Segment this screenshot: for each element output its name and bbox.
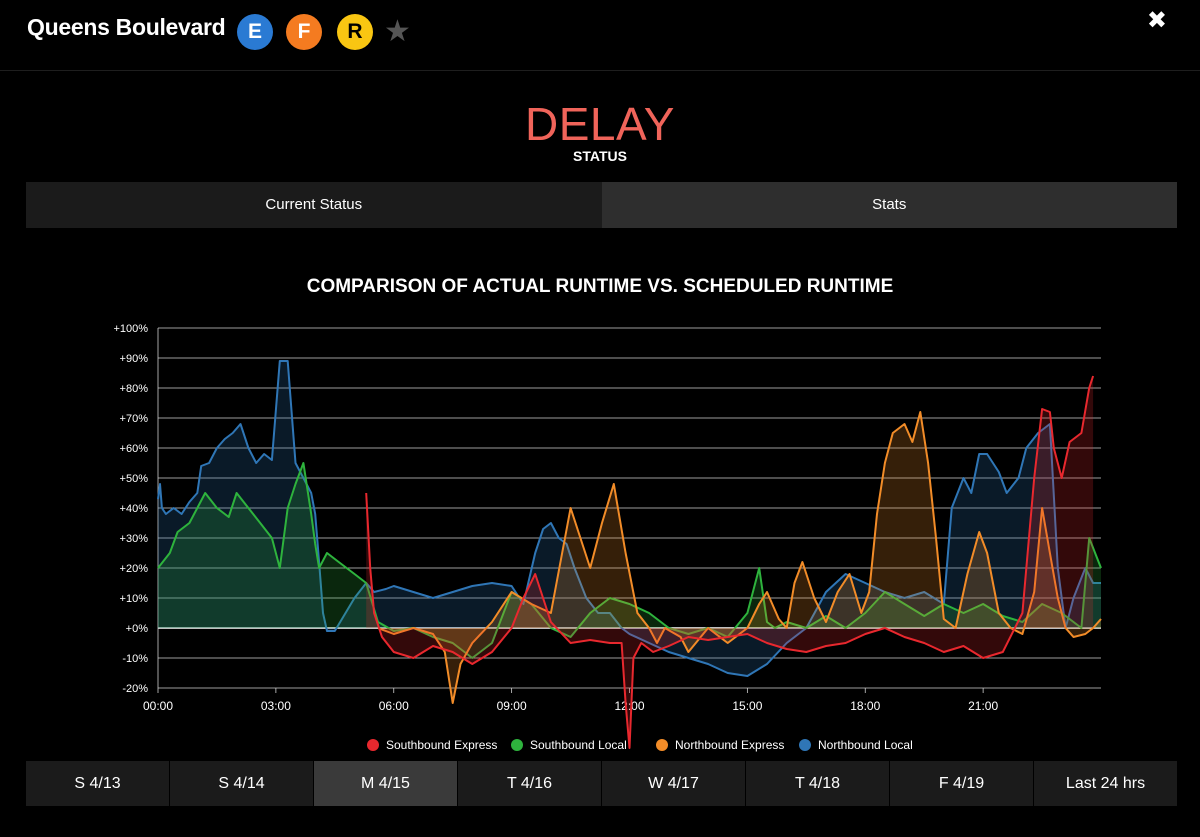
x-tick-label: 06:00	[379, 699, 409, 713]
route-r-badge[interactable]: R	[337, 14, 373, 50]
x-tick-label: 00:00	[143, 699, 173, 713]
x-tick-label: 03:00	[261, 699, 291, 713]
y-tick-label: +50%	[120, 473, 149, 485]
date-tab-last-24-hrs[interactable]: Last 24 hrs	[1034, 761, 1177, 806]
y-tick-label: +70%	[120, 413, 149, 425]
y-tick-label: +30%	[120, 533, 149, 545]
x-tick-label: 09:00	[497, 699, 527, 713]
x-tick-label: 21:00	[968, 699, 998, 713]
tab-current-status[interactable]: Current Status	[26, 182, 602, 228]
northbound-express-legend-label: Northbound Express	[675, 738, 784, 752]
y-tick-label: +60%	[120, 443, 149, 455]
close-icon[interactable]: ✖	[1146, 7, 1167, 34]
route-e-badge[interactable]: E	[237, 14, 273, 50]
y-tick-label: +100%	[113, 323, 148, 335]
header-bar: Queens Boulevard E F R ★ ✖	[0, 0, 1200, 71]
y-tick-label: +0%	[126, 623, 149, 635]
southbound-express-legend-label: Southbound Express	[386, 738, 497, 752]
date-tab-fri-4-19[interactable]: F 4/19	[890, 761, 1034, 806]
date-tab-wed-4-17[interactable]: W 4/17	[602, 761, 746, 806]
y-tick-label: +40%	[120, 503, 149, 515]
date-tab-sun-4-14[interactable]: S 4/14	[170, 761, 314, 806]
status-value: DELAY	[525, 98, 675, 150]
runtime-chart: COMPARISON OF ACTUAL RUNTIME VS. SCHEDUL…	[113, 276, 1102, 752]
date-tabs: S 4/13 S 4/14 M 4/15 T 4/16 W 4/17 T 4/1…	[26, 761, 1177, 806]
x-tick-label: 15:00	[732, 699, 762, 713]
northbound-express-legend-dot	[656, 739, 668, 751]
x-tick-label: 18:00	[850, 699, 880, 713]
y-tick-label: +90%	[120, 353, 149, 365]
northbound-local-line	[157, 360, 1101, 677]
date-tab-mon-4-15[interactable]: M 4/15	[314, 761, 458, 806]
southbound-express-legend-dot	[367, 739, 379, 751]
southbound-local-line	[157, 462, 1102, 659]
northbound-local-legend-dot	[799, 739, 811, 751]
southbound-express-line	[365, 375, 1095, 749]
southbound-local-legend-dot	[511, 739, 523, 751]
northbound-local-legend-label: Northbound Local	[818, 738, 913, 752]
date-tab-thu-4-18[interactable]: T 4/18	[746, 761, 890, 806]
northbound-local-area	[158, 361, 1101, 676]
route-f-badge[interactable]: F	[286, 14, 322, 50]
y-tick-label: -20%	[122, 683, 148, 695]
southbound-local-area	[158, 463, 1101, 658]
southbound-local-legend-label: Southbound Local	[530, 738, 627, 752]
tab-stats[interactable]: Stats	[601, 182, 1177, 228]
view-tabs: Current Status Stats	[26, 182, 1177, 228]
northbound-express-area	[378, 412, 1101, 703]
status-label: STATUS	[573, 148, 627, 164]
y-tick-label: +20%	[120, 563, 149, 575]
x-tick-label: 12:00	[614, 699, 644, 713]
chart-title: COMPARISON OF ACTUAL RUNTIME VS. SCHEDUL…	[307, 276, 894, 297]
date-tab-sat-4-13[interactable]: S 4/13	[26, 761, 170, 806]
northbound-express-line	[377, 411, 1102, 704]
star-icon[interactable]: ★	[384, 15, 411, 48]
date-tab-tue-4-16[interactable]: T 4/16	[458, 761, 602, 806]
y-tick-label: +10%	[120, 593, 149, 605]
y-tick-label: +80%	[120, 383, 149, 395]
line-name: Queens Boulevard	[27, 14, 226, 40]
y-tick-label: -10%	[122, 653, 148, 665]
